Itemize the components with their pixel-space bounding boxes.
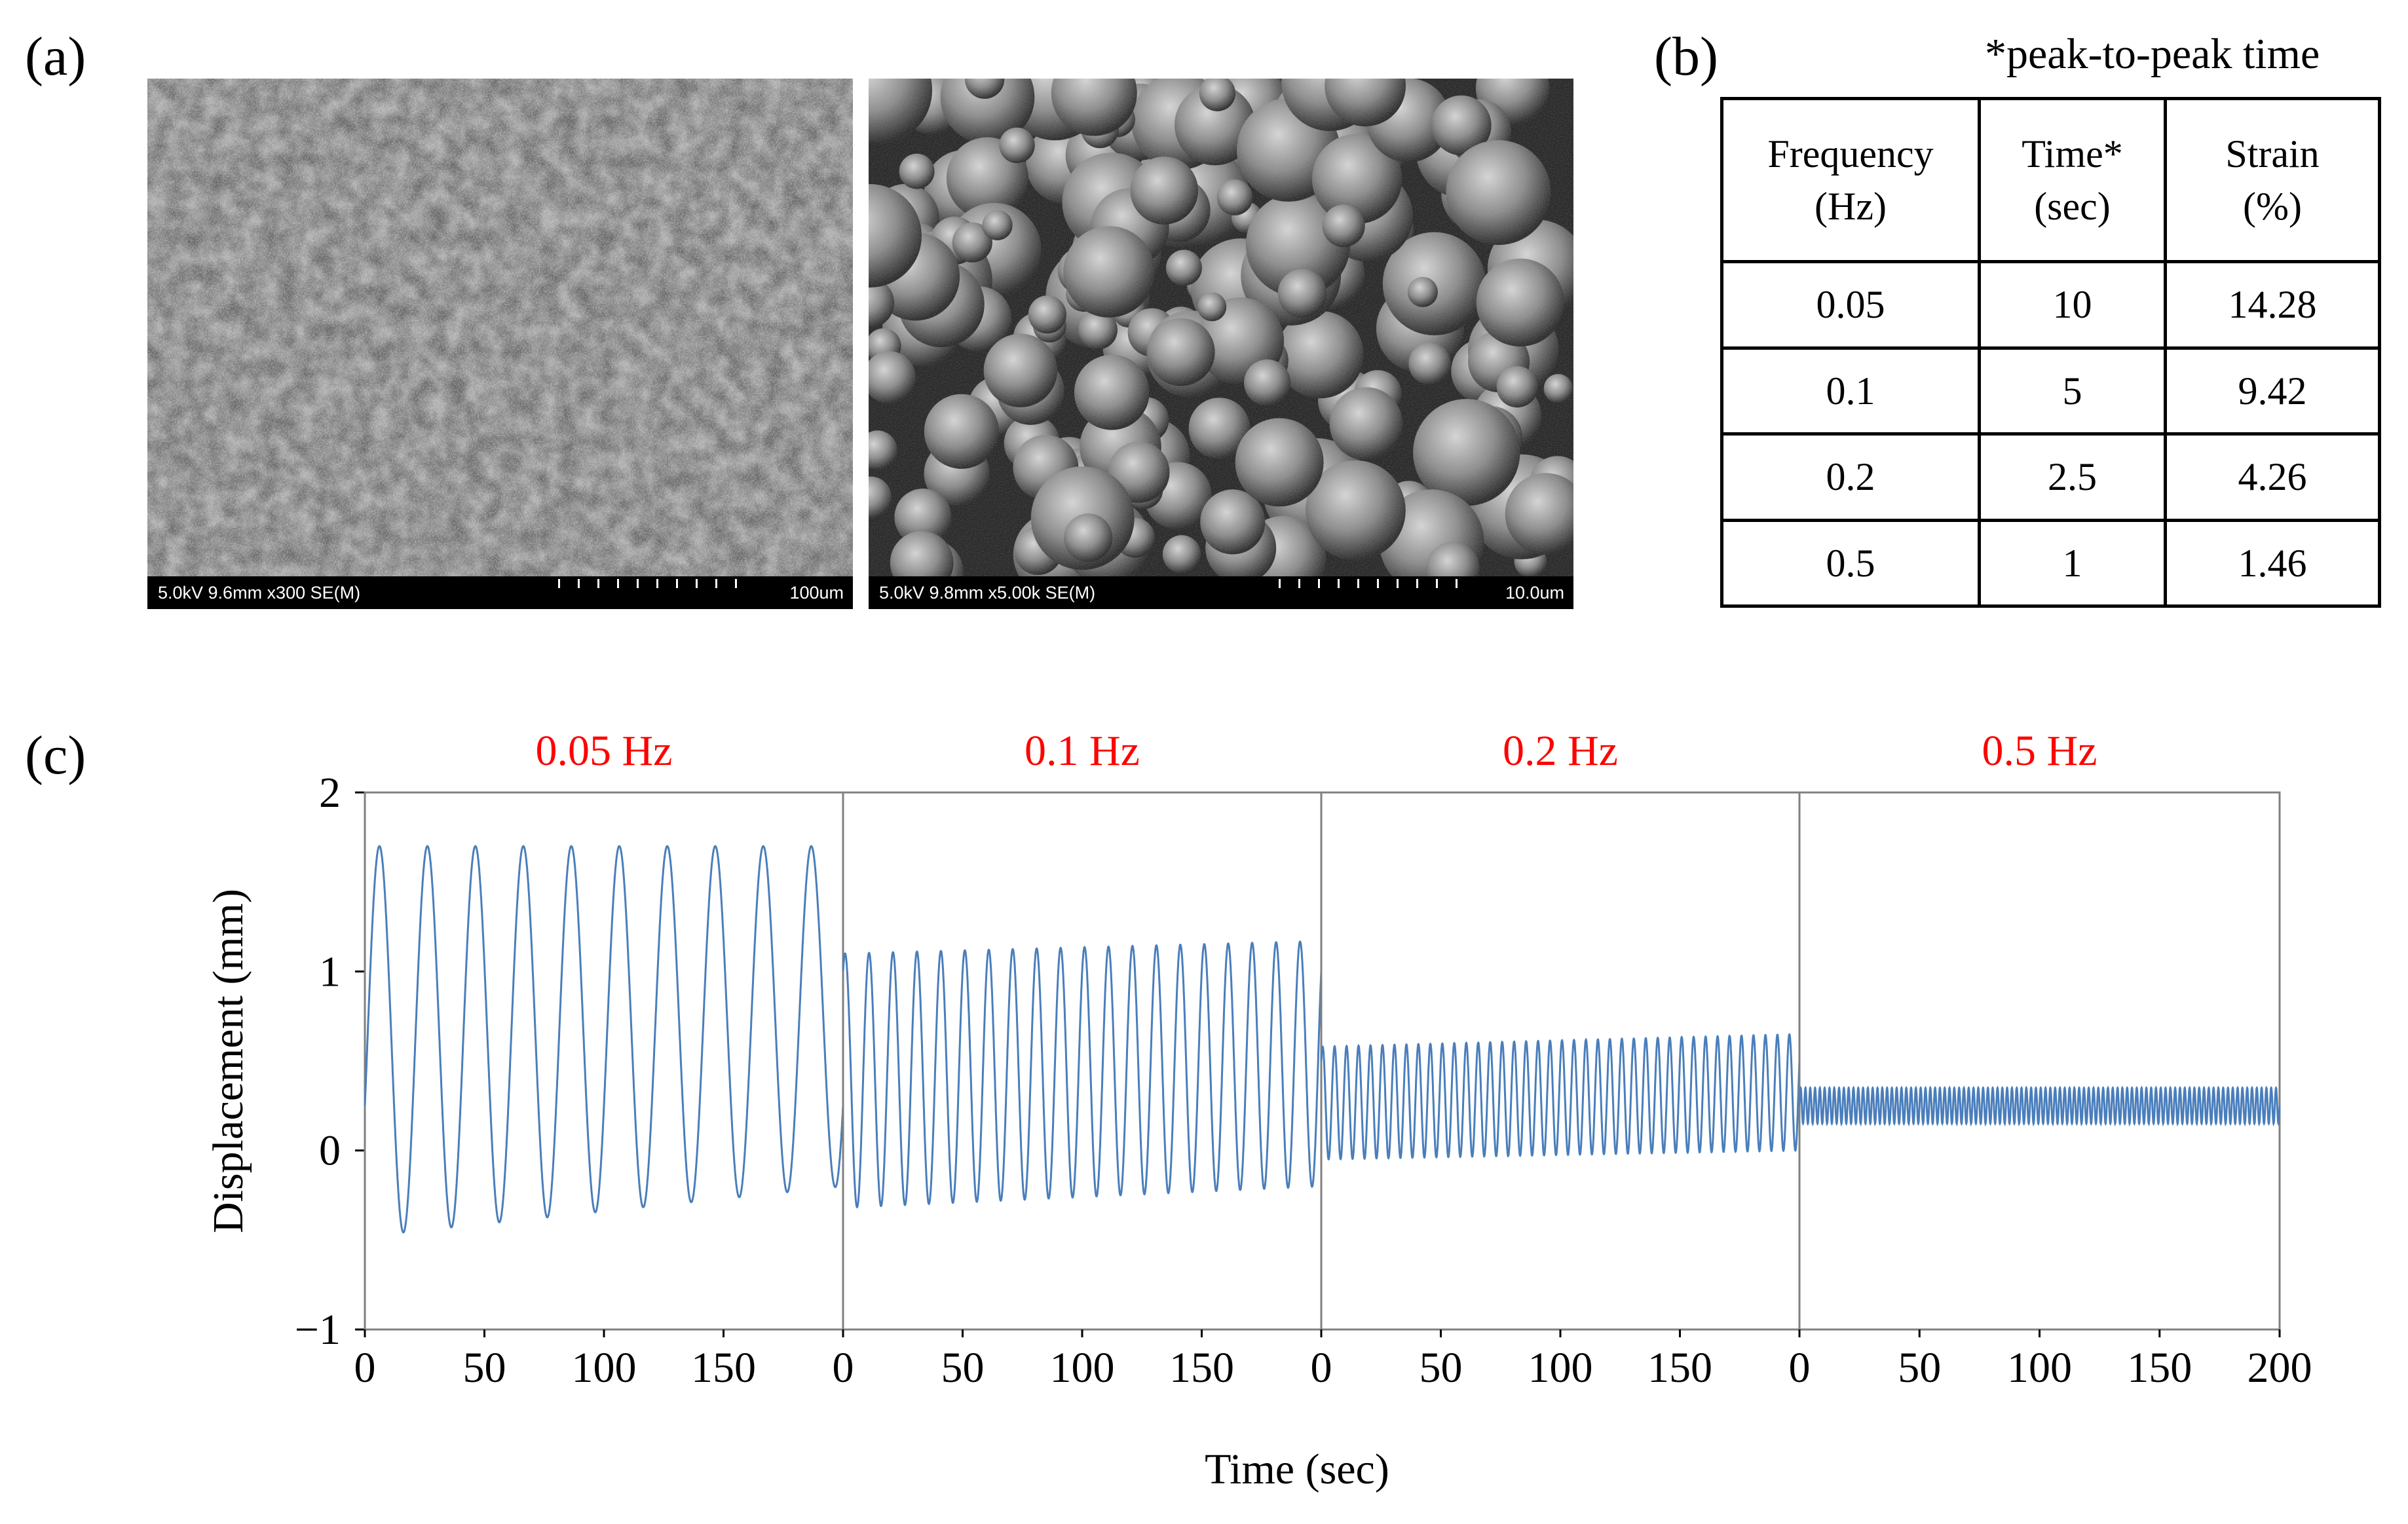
cell-frequency: 0.1: [1720, 346, 1981, 436]
cell-time: 5: [1978, 346, 2167, 436]
header-strain: Strain (%): [2164, 97, 2381, 263]
x-tick-label: 50: [463, 1344, 506, 1392]
sem-scale-ticks-high-mag: [1279, 579, 1475, 588]
frequency-label: 0.2 Hz: [1503, 727, 1618, 775]
subplot-3: 0.5 Hz 0 50 100 150 200: [1789, 727, 2312, 1392]
y-tick-label: 2: [319, 769, 341, 817]
table-footnote: *peak-to-peak time: [1985, 30, 2320, 78]
x-tick-label: 50: [1420, 1344, 1463, 1392]
x-tick-label: 50: [1898, 1344, 1941, 1392]
frequency-label: 0.1 Hz: [1025, 727, 1140, 775]
x-axis-label: Time (sec): [1205, 1445, 1389, 1493]
header-strain-line1: Strain: [2225, 132, 2320, 176]
sem-texture-high-mag: [869, 79, 1573, 604]
x-tick-label: 100: [1528, 1344, 1593, 1392]
displacement-series: [1320, 1033, 1801, 1161]
sem-scale-high-mag: 10.0um: [1505, 583, 1564, 603]
table-row: 0.2 2.5 4.26: [1720, 432, 2381, 522]
header-frequency: Frequency (Hz): [1720, 97, 1981, 263]
table-row: 0.5 1 1.46: [1720, 518, 2381, 608]
sem-info-bar-low-mag: 5.0kV 9.6mm x300 SE(M) 100um: [147, 576, 853, 609]
y-tick-label: 0: [319, 1127, 341, 1175]
table-header-row: Frequency (Hz) Time* (sec) Strain (%): [1720, 97, 2381, 263]
header-time: Time* (sec): [1978, 97, 2167, 263]
table-row: 0.1 5 9.42: [1720, 346, 2381, 436]
frequency-label: 0.05 Hz: [536, 727, 673, 775]
header-frequency-line1: Frequency: [1767, 132, 1934, 176]
cell-strain: 9.42: [2164, 346, 2381, 436]
frequency-table: Frequency (Hz) Time* (sec) Strain (%) 0.05 …: [1720, 97, 2381, 608]
cell-strain: 14.28: [2164, 260, 2381, 350]
displacement-series: [1798, 1085, 2281, 1127]
cell-time: 1: [1978, 518, 2167, 608]
sem-params-low-mag: 5.0kV 9.6mm x300 SE(M): [158, 583, 361, 603]
table-row: 0.05 10 14.28: [1720, 260, 2381, 350]
cell-strain: 1.46: [2164, 518, 2381, 608]
x-tick-label: 50: [941, 1344, 985, 1392]
x-tick-label: 100: [1050, 1344, 1115, 1392]
displacement-series: [842, 940, 1323, 1209]
y-tick-label: −1: [295, 1306, 341, 1354]
panel-label-a: (a): [25, 26, 86, 87]
x-tick-label: 100: [2007, 1344, 2072, 1392]
x-tick-label: 0: [1311, 1344, 1332, 1392]
x-tick-label: 0: [1789, 1344, 1811, 1392]
x-tick-label: 150: [1647, 1344, 1712, 1392]
cell-strain: 4.26: [2164, 432, 2381, 522]
x-tick-label: 0: [833, 1344, 854, 1392]
cell-time: 10: [1978, 260, 2167, 350]
panel-label-c: (c): [25, 725, 86, 786]
cell-frequency: 0.05: [1720, 260, 1981, 350]
subplot-0: 0.05 Hz 0 50 100 150: [354, 727, 844, 1392]
x-tick-label: 150: [1169, 1344, 1234, 1392]
subplot-2: 0.2 Hz 0 50 100 150: [1311, 727, 1801, 1392]
sem-texture-low-mag: [147, 79, 853, 576]
x-tick-label: 0: [354, 1344, 376, 1392]
y-tick-label: 1: [319, 948, 341, 995]
sem-params-high-mag: 5.0kV 9.8mm x5.00k SE(M): [879, 583, 1096, 603]
cell-frequency: 0.2: [1720, 432, 1981, 522]
sem-scale-ticks-low-mag: [558, 579, 755, 588]
x-tick-label: 150: [2127, 1344, 2192, 1392]
x-tick-label: 150: [691, 1344, 756, 1392]
sem-info-bar-high-mag: 5.0kV 9.8mm x5.00k SE(M) 10.0um: [869, 576, 1573, 609]
frequency-label: 0.5 Hz: [1982, 727, 2098, 775]
sem-image-high-mag: 5.0kV 9.8mm x5.00k SE(M) 10.0um: [869, 79, 1573, 609]
y-axis-label: Displacement (mm): [204, 889, 252, 1233]
x-tick-label: 200: [2248, 1344, 2312, 1392]
plot-frame: [842, 791, 1323, 1331]
header-time-line1: Time*: [2022, 132, 2123, 176]
plot-frame: [364, 791, 844, 1331]
sem-scale-low-mag: 100um: [789, 583, 844, 603]
plot-frame: [1798, 791, 2281, 1331]
sem-image-low-mag: 5.0kV 9.6mm x300 SE(M) 100um: [147, 79, 853, 609]
displacement-series: [364, 845, 844, 1234]
panel-label-b: (b): [1654, 26, 1718, 87]
cell-frequency: 0.5: [1720, 518, 1981, 608]
header-time-line2: (sec): [2034, 185, 2111, 228]
x-tick-label: 100: [572, 1344, 637, 1392]
cell-time: 2.5: [1978, 432, 2167, 522]
subplot-1: 0.1 Hz 0 50 100 150: [833, 727, 1323, 1392]
header-strain-line2: (%): [2243, 185, 2302, 228]
header-frequency-line2: (Hz): [1815, 185, 1887, 228]
